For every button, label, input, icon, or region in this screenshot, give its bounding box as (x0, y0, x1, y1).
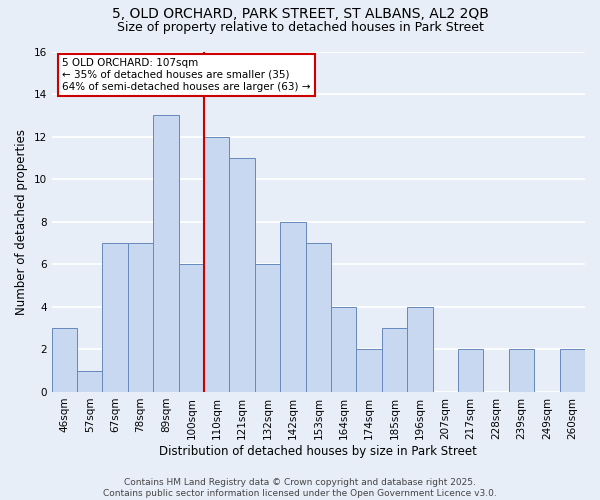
Bar (382, 328, 407, 392)
Bar (331, 307, 356, 392)
Bar (204, 136, 229, 392)
Text: 5 OLD ORCHARD: 107sqm
← 35% of detached houses are smaller (35)
64% of semi-deta: 5 OLD ORCHARD: 107sqm ← 35% of detached … (62, 58, 311, 92)
Bar (509, 350, 534, 392)
Bar (356, 350, 382, 392)
Y-axis label: Number of detached properties: Number of detached properties (15, 128, 28, 314)
Text: Size of property relative to detached houses in Park Street: Size of property relative to detached ho… (116, 21, 484, 34)
X-axis label: Distribution of detached houses by size in Park Street: Distribution of detached houses by size … (160, 444, 477, 458)
Bar (305, 243, 331, 392)
Bar (280, 222, 305, 392)
Bar (153, 116, 179, 392)
Bar (458, 350, 484, 392)
Bar (407, 307, 433, 392)
Bar (52, 328, 77, 392)
Text: Contains HM Land Registry data © Crown copyright and database right 2025.
Contai: Contains HM Land Registry data © Crown c… (103, 478, 497, 498)
Bar (179, 264, 204, 392)
Bar (560, 350, 585, 392)
Bar (255, 264, 280, 392)
Text: 5, OLD ORCHARD, PARK STREET, ST ALBANS, AL2 2QB: 5, OLD ORCHARD, PARK STREET, ST ALBANS, … (112, 8, 488, 22)
Bar (77, 370, 103, 392)
Bar (128, 243, 153, 392)
Bar (229, 158, 255, 392)
Bar (103, 243, 128, 392)
